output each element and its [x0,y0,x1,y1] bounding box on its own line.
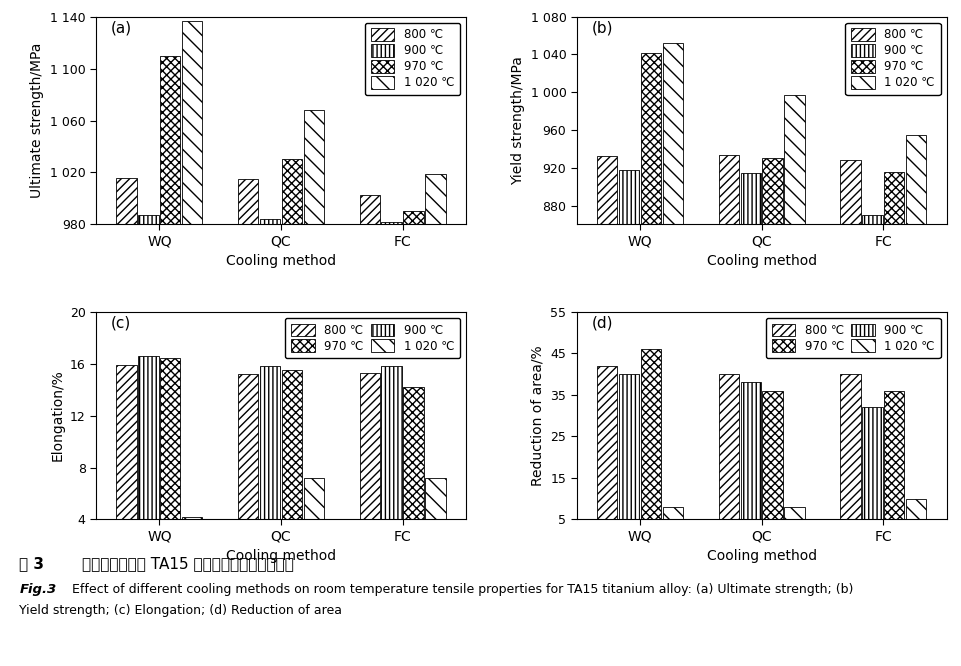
Bar [597,366,617,519]
Legend: 800 ℃, 900 ℃, 970 ℃, 1 020 ℃: 800 ℃, 900 ℃, 970 ℃, 1 020 ℃ [846,23,941,95]
Text: (c): (c) [111,316,131,331]
Bar [884,391,904,519]
X-axis label: Cooling method: Cooling method [226,549,336,563]
Bar [238,179,259,224]
Legend: 800 ℃, 970 ℃, 900 ℃, 1 020 ℃: 800 ℃, 970 ℃, 900 ℃, 1 020 ℃ [766,318,941,358]
Bar [906,499,926,519]
Text: (a): (a) [111,21,132,36]
Bar [359,194,380,224]
Y-axis label: Reduction of area/%: Reduction of area/% [530,345,545,486]
Bar [906,135,926,224]
Text: 不同冷却方式对 TA15 合金室温拉伸性能的影响: 不同冷却方式对 TA15 合金室温拉伸性能的影响 [82,556,293,571]
Bar [304,478,324,519]
Bar [619,170,639,224]
Text: Fig.3: Fig.3 [19,583,57,596]
Y-axis label: Elongation/%: Elongation/% [50,370,64,462]
Y-axis label: Yield strength/MPa: Yield strength/MPa [511,56,525,185]
Bar [762,391,783,519]
Bar [116,365,136,519]
Text: (d): (d) [592,316,613,331]
Bar [784,95,804,224]
Legend: 800 ℃, 970 ℃, 900 ℃, 1 020 ℃: 800 ℃, 970 ℃, 900 ℃, 1 020 ℃ [285,318,460,358]
X-axis label: Cooling method: Cooling method [706,549,817,563]
Bar [641,349,661,519]
Bar [160,55,181,224]
Bar [182,21,203,224]
Bar [382,366,402,519]
Bar [304,110,324,224]
Bar [719,374,739,519]
Bar [741,173,761,224]
Bar [762,159,783,224]
Text: 图 3: 图 3 [19,556,44,571]
Bar [404,387,424,519]
Text: Yield strength; (c) Elongation; (d) Reduction of area: Yield strength; (c) Elongation; (d) Redu… [19,604,342,617]
Bar [238,374,259,519]
Bar [663,507,683,519]
Bar [597,157,617,224]
Bar [259,219,281,224]
Bar [862,215,882,224]
Bar [426,174,446,224]
Bar [404,211,424,224]
Y-axis label: Ultimate strength/MPa: Ultimate strength/MPa [31,43,44,198]
Bar [641,53,661,224]
Bar [382,222,402,224]
Bar [138,215,159,224]
Bar [182,517,203,519]
Bar [282,370,302,519]
Bar [160,358,181,519]
Bar [741,382,761,519]
Text: Effect of different cooling methods on room temperature tensile properties for T: Effect of different cooling methods on r… [72,583,853,596]
Bar [862,408,882,519]
Bar [884,172,904,224]
Bar [282,159,302,224]
Bar [138,356,159,519]
Bar [426,478,446,519]
Legend: 800 ℃, 900 ℃, 970 ℃, 1 020 ℃: 800 ℃, 900 ℃, 970 ℃, 1 020 ℃ [364,23,460,95]
Bar [663,43,683,224]
X-axis label: Cooling method: Cooling method [706,254,817,268]
Bar [359,373,380,519]
Bar [116,178,136,224]
Bar [719,155,739,224]
Bar [840,374,861,519]
Text: (b): (b) [592,21,613,36]
Bar [619,374,639,519]
Bar [840,161,861,224]
Bar [784,507,804,519]
X-axis label: Cooling method: Cooling method [226,254,336,268]
Bar [259,366,281,519]
